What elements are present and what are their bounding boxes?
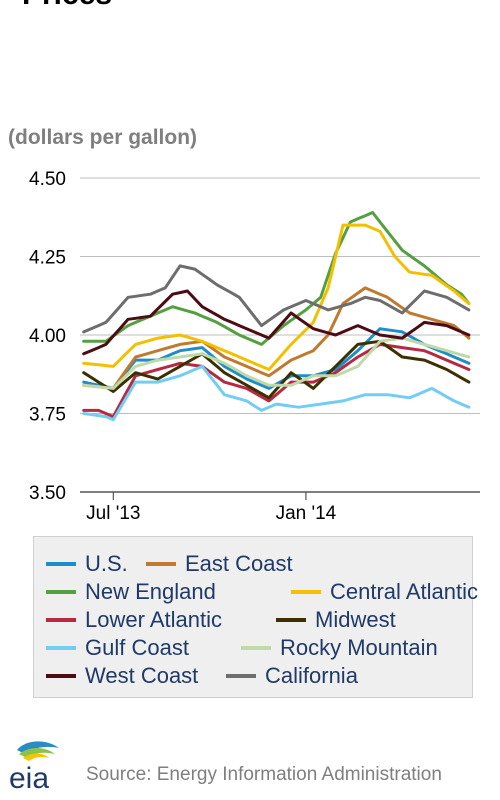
legend: U.S. East Coast New England Central Atlanti… xyxy=(33,536,478,698)
series-line-rocky-mountain xyxy=(82,336,471,390)
x-tick-label: Jul '13 xyxy=(86,503,140,524)
legend-swatch xyxy=(241,646,271,650)
y-tick-label: 4.00 xyxy=(29,326,66,347)
legend-swatch xyxy=(146,562,176,566)
series-line-midwest xyxy=(82,339,471,400)
source-note: Source: Energy Information Administratio… xyxy=(86,764,442,785)
series-line-new-england xyxy=(82,211,471,346)
legend-label: New England xyxy=(85,579,216,604)
chart-title: Prices xyxy=(22,0,112,12)
legend-label: U.S. xyxy=(85,551,128,576)
series-line-central-atlantic xyxy=(82,223,471,371)
legend-swatch xyxy=(46,646,76,650)
y-tick-label: 4.50 xyxy=(29,169,66,190)
gridlines xyxy=(80,177,480,493)
x-tick-label: Jan '14 xyxy=(276,503,337,524)
legend-item: California xyxy=(226,663,358,689)
line-chart: 3.50 3.75 4.00 4.25 4.50 Jul '13 Jan '14 xyxy=(29,169,480,524)
legend-label: Central Atlantic xyxy=(330,579,478,604)
legend-label: California xyxy=(265,663,358,688)
y-tick-label: 4.25 xyxy=(29,248,66,269)
legend-item: Midwest xyxy=(276,607,396,633)
legend-label: East Coast xyxy=(185,551,293,576)
legend-item: Central Atlantic xyxy=(291,579,478,605)
eia-logo-icon: eia xyxy=(9,741,59,795)
y-tick-label: 3.75 xyxy=(29,405,66,426)
legend-swatch xyxy=(46,590,76,594)
y-axis-ticks: 3.50 3.75 4.00 4.25 4.50 xyxy=(29,169,66,504)
legend-item: Rocky Mountain xyxy=(241,635,438,661)
series-lines xyxy=(82,211,471,422)
x-axis-ticks: Jul '13 Jan '14 xyxy=(86,492,337,524)
series-line-gulf-coast xyxy=(82,364,471,422)
svg-text:eia: eia xyxy=(9,762,49,795)
legend-label: West Coast xyxy=(85,663,199,688)
series-line-west-coast xyxy=(82,289,471,356)
legend-item: U.S. xyxy=(46,551,128,577)
legend-label: Lower Atlantic xyxy=(85,607,222,632)
legend-item: West Coast xyxy=(46,663,198,689)
legend-swatch xyxy=(46,674,76,678)
legend-swatch xyxy=(291,590,321,594)
legend-item: Lower Atlantic xyxy=(46,607,222,633)
legend-label: Gulf Coast xyxy=(85,635,189,660)
legend-item: Gulf Coast xyxy=(46,635,189,661)
series-line-california xyxy=(82,264,471,334)
y-tick-label: 3.50 xyxy=(29,483,66,504)
legend-item: East Coast xyxy=(146,551,293,577)
legend-label: Rocky Mountain xyxy=(280,635,438,660)
legend-swatch xyxy=(276,618,306,622)
legend-swatch xyxy=(46,562,76,566)
legend-item: New England xyxy=(46,579,216,605)
legend-label: Midwest xyxy=(315,607,396,632)
legend-swatch xyxy=(226,674,256,678)
series-line-lower-atlantic xyxy=(82,342,471,419)
y-axis-unit-label: (dollars per gallon) xyxy=(8,126,198,149)
legend-swatch xyxy=(46,618,76,622)
